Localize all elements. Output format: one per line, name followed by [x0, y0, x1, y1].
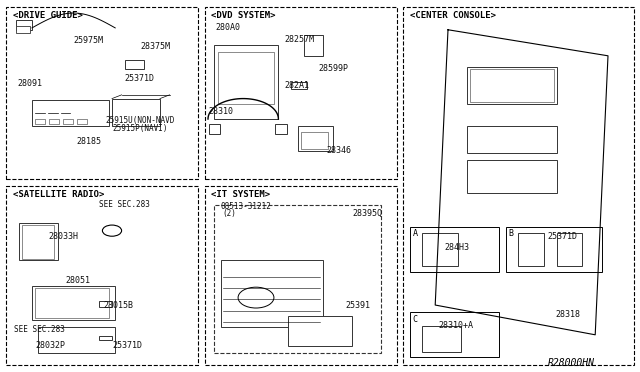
Text: <CENTER CONSOLE>: <CENTER CONSOLE> — [410, 11, 495, 20]
Text: 28051: 28051 — [66, 276, 91, 285]
Bar — [467, 67, 557, 104]
Bar — [77, 119, 87, 124]
Bar — [470, 69, 554, 102]
Bar — [99, 301, 112, 307]
Text: 28091: 28091 — [18, 79, 43, 88]
Bar — [16, 20, 32, 30]
Bar — [422, 232, 458, 266]
Text: R28000HN: R28000HN — [548, 358, 595, 368]
Text: 28257M: 28257M — [285, 35, 315, 44]
Text: 25371D: 25371D — [112, 341, 142, 350]
Bar — [6, 7, 198, 179]
Text: 25975M: 25975M — [74, 36, 104, 45]
Bar — [205, 186, 397, 365]
Text: 08513-31212: 08513-31212 — [220, 202, 271, 211]
Text: 28032P: 28032P — [35, 341, 65, 350]
Bar — [19, 223, 58, 260]
Bar — [291, 82, 307, 89]
Text: <DRIVE GUIDE>: <DRIVE GUIDE> — [13, 11, 83, 20]
Bar — [467, 126, 557, 153]
Bar — [205, 7, 397, 179]
Bar — [288, 316, 352, 346]
Text: 284H3: 284H3 — [445, 243, 470, 252]
Text: 28346: 28346 — [326, 146, 351, 155]
Text: SEE SEC.283: SEE SEC.283 — [99, 200, 150, 209]
Bar — [275, 124, 287, 134]
Bar — [38, 327, 115, 353]
Text: 28395Q: 28395Q — [352, 209, 382, 218]
Text: 28375M: 28375M — [141, 42, 171, 51]
Text: 280A0: 280A0 — [215, 23, 240, 32]
Text: B: B — [509, 229, 514, 238]
Bar — [22, 225, 54, 259]
Text: A: A — [413, 229, 418, 238]
Bar — [218, 52, 274, 104]
Text: 28318: 28318 — [556, 310, 580, 319]
Bar — [410, 312, 499, 357]
Bar — [49, 119, 59, 124]
Text: <DVD SYSTEM>: <DVD SYSTEM> — [211, 11, 276, 20]
Bar — [16, 26, 30, 33]
Bar — [221, 260, 323, 327]
Text: 25371D: 25371D — [547, 232, 577, 241]
Text: 25391: 25391 — [346, 301, 371, 310]
Text: 28599P: 28599P — [319, 64, 349, 73]
Bar — [410, 227, 499, 272]
Text: C: C — [413, 315, 418, 324]
Text: <SATELLITE RADIO>: <SATELLITE RADIO> — [13, 190, 104, 199]
Bar — [6, 186, 198, 365]
Bar — [298, 126, 333, 151]
Text: 28033H: 28033H — [48, 232, 78, 241]
Bar — [214, 45, 278, 119]
Text: 28185: 28185 — [77, 137, 102, 146]
Text: 25915U(NON-NAVD: 25915U(NON-NAVD — [106, 116, 175, 125]
Text: 282A1: 282A1 — [285, 81, 310, 90]
Bar — [506, 227, 602, 272]
Bar — [35, 288, 109, 318]
Bar — [518, 232, 544, 266]
Bar — [557, 232, 582, 266]
Bar — [32, 100, 109, 126]
Bar — [209, 124, 220, 134]
Bar — [467, 160, 557, 193]
Bar — [99, 336, 112, 340]
Bar — [301, 132, 328, 149]
Bar — [125, 60, 144, 69]
Bar — [32, 286, 115, 320]
Bar — [304, 35, 323, 56]
Bar — [35, 119, 45, 124]
Text: 28015B: 28015B — [104, 301, 134, 310]
Bar — [403, 7, 634, 365]
Text: 25915P(NAVI): 25915P(NAVI) — [112, 124, 168, 133]
Bar — [214, 205, 381, 353]
Text: 28310: 28310 — [208, 107, 233, 116]
Bar — [63, 119, 73, 124]
Text: <IT SYSTEM>: <IT SYSTEM> — [211, 190, 270, 199]
Text: SEE SEC.283: SEE SEC.283 — [14, 325, 65, 334]
Bar — [112, 99, 160, 126]
Text: 28310+A: 28310+A — [438, 321, 474, 330]
Text: (2): (2) — [223, 209, 237, 218]
Text: 25371D: 25371D — [125, 74, 155, 83]
Bar — [422, 326, 461, 352]
